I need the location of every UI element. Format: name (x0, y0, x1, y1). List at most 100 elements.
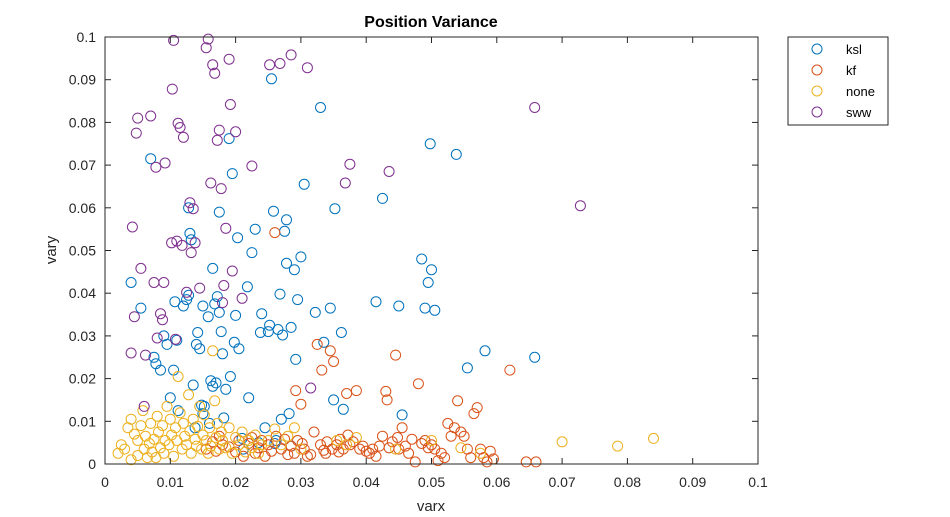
point-kf (321, 436, 333, 448)
point-none (217, 435, 228, 446)
point-ksl (197, 300, 209, 312)
point-ksl (197, 408, 209, 420)
point-none (233, 439, 245, 451)
point-ksl (262, 326, 274, 338)
point-ksl (249, 223, 261, 235)
point-ksl (328, 394, 340, 406)
point-kf (396, 422, 408, 434)
point-ksl (479, 345, 491, 357)
point-none (153, 426, 164, 438)
point-kf (377, 430, 388, 442)
point-ksl (309, 306, 321, 318)
point-ksl (148, 351, 160, 363)
point-none (172, 371, 184, 382)
x-tick-label: 0.1 (748, 474, 768, 490)
point-sww (187, 203, 199, 215)
point-sww (158, 277, 170, 288)
point-sww (168, 34, 180, 46)
point-sww (224, 99, 236, 110)
point-kf (432, 455, 444, 467)
x-tick-label: 0 (101, 474, 109, 490)
point-kf (406, 433, 418, 445)
point-none (426, 435, 437, 446)
point-kf (298, 443, 310, 455)
point-ksl (125, 277, 137, 288)
point-ksl (218, 412, 230, 424)
point-none (341, 439, 353, 451)
point-ksl (161, 338, 173, 350)
legend-label-none: none (846, 84, 875, 99)
point-kf (246, 432, 258, 443)
point-ksl (396, 409, 408, 421)
point-ksl (233, 343, 245, 355)
point-none (119, 443, 131, 455)
point-sww (274, 58, 286, 69)
point-ksl (207, 262, 219, 274)
x-tick-label: 0.08 (614, 474, 641, 490)
point-kf (259, 450, 271, 462)
point-kf (315, 439, 326, 451)
point-sww (189, 237, 201, 249)
point-ksl (298, 178, 310, 190)
point-kf (520, 456, 532, 468)
point-ksl (187, 379, 199, 391)
x-tick-label: 0.07 (548, 474, 575, 490)
point-ksl (177, 300, 189, 312)
point-ksl (335, 327, 347, 338)
point-ksl (205, 375, 217, 387)
point-none (455, 442, 467, 454)
point-none (350, 432, 362, 443)
point-none (246, 442, 258, 454)
legend-marker-none (811, 85, 823, 97)
point-ksl (279, 225, 291, 237)
point-sww (130, 127, 142, 139)
point-kf (458, 430, 470, 442)
point-ksl (277, 329, 289, 341)
point-sww (128, 311, 140, 323)
point-none (192, 420, 204, 432)
point-sww (285, 49, 297, 61)
point-kf (344, 439, 356, 451)
point-none (137, 405, 149, 417)
point-kf (422, 442, 434, 454)
y-tick-label: 0.05 (69, 243, 96, 259)
point-sww (246, 160, 258, 172)
point-ksl (419, 302, 431, 314)
point-kf (305, 449, 317, 461)
point-kf (504, 364, 516, 376)
point-kf (360, 445, 372, 457)
point-none (331, 435, 343, 446)
point-ksl (232, 232, 244, 244)
point-ksl (266, 73, 277, 85)
point-sww (185, 247, 197, 259)
point-ksl (198, 400, 210, 412)
point-none (295, 443, 307, 455)
x-tick-label: 0.04 (353, 474, 380, 490)
point-none (249, 429, 261, 441)
point-none (158, 447, 170, 459)
point-none (288, 422, 300, 434)
legend-marker-sww (811, 106, 823, 118)
point-ksl (215, 326, 227, 338)
point-none (275, 439, 287, 451)
point-none (128, 428, 140, 440)
point-kf (370, 450, 382, 462)
point-ksl (209, 298, 221, 310)
point-ksl (217, 348, 228, 360)
legend-marker-ksl (811, 43, 823, 55)
y-tick-label: 0.03 (69, 328, 96, 344)
point-sww (230, 126, 242, 138)
point-none (132, 435, 144, 446)
point-ksl (207, 380, 219, 392)
point-ksl (377, 192, 388, 204)
point-kf (269, 227, 281, 239)
point-kf (316, 364, 328, 376)
point-kf (403, 447, 415, 459)
y-tick-label: 0.06 (69, 200, 96, 216)
point-none (151, 410, 163, 422)
x-tick-label: 0.06 (483, 474, 510, 490)
point-ksl (169, 296, 181, 308)
point-none (145, 417, 157, 429)
point-sww (151, 332, 163, 344)
point-kf (390, 349, 402, 361)
